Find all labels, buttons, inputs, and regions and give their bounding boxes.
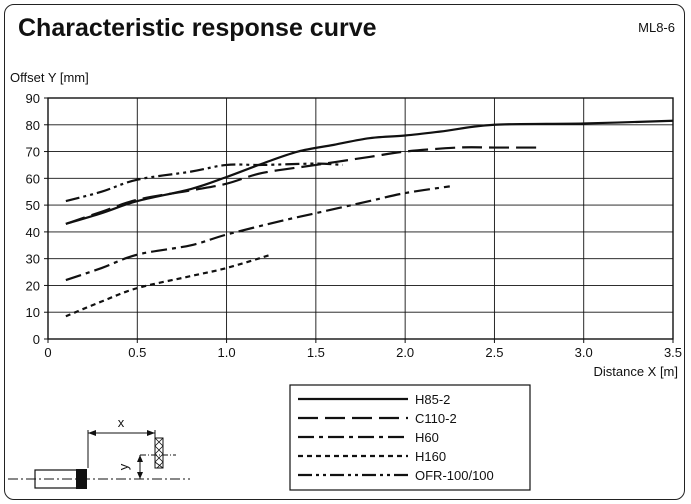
y-tick-label: 50 — [26, 198, 40, 213]
series-line-h85-2 — [65, 119, 674, 225]
x-tick-label: 1.0 — [218, 345, 236, 360]
product-code: ML8-6 — [638, 20, 675, 35]
series-line-h160 — [65, 253, 272, 318]
series-line-h60 — [65, 185, 450, 282]
x-tick-label: 3.5 — [664, 345, 682, 360]
y-tick-label: 30 — [26, 252, 40, 267]
y-tick-label: 90 — [26, 91, 40, 106]
datasheet-frame — [4, 4, 685, 500]
x-arrow-left — [88, 430, 96, 436]
chart-curves — [65, 119, 674, 318]
y-arrow-top — [137, 455, 143, 462]
x-tick-label: 1.5 — [307, 345, 325, 360]
legend-label: H85-2 — [415, 392, 450, 407]
legend-label: H160 — [415, 449, 446, 464]
chart-title: Characteristic response curve — [18, 14, 377, 42]
measurement-diagram: x y — [8, 415, 190, 489]
y-tick-label: 10 — [26, 305, 40, 320]
legend-label: C110-2 — [415, 411, 457, 426]
legend-label: OFR-100/100 — [415, 468, 494, 483]
reflector-hatch — [154, 437, 164, 469]
series-line-ofr-100-100 — [65, 162, 343, 203]
y-axis-label: Offset Y [mm] — [10, 70, 89, 85]
chart-tick-labels: 0 10 20 30 40 50 60 70 80 90 0 0.5 1.0 1.5 2.0 2.5 3.0 3.… — [26, 91, 683, 360]
y-tick-label: 40 — [26, 225, 40, 240]
series-line-c110-2 — [65, 146, 540, 225]
y-tick-label: 80 — [26, 118, 40, 133]
y-tick-label: 60 — [26, 171, 40, 186]
x-tick-label: 2.5 — [485, 345, 503, 360]
y-tick-label: 0 — [33, 332, 40, 347]
chart-legend: H85-2 C110-2 H60 H160 OFR-100/100 — [289, 384, 531, 491]
chart-grid — [44, 97, 674, 343]
legend-label: H60 — [415, 430, 439, 445]
y-dimension-label: y — [116, 463, 131, 470]
x-axis-label: Distance X [m] — [593, 364, 678, 379]
y-tick-label: 70 — [26, 145, 40, 160]
reflector — [154, 437, 164, 469]
y-tick-label: 20 — [26, 278, 40, 293]
x-dimension-label: x — [118, 415, 125, 430]
plot-area — [47, 97, 674, 340]
y-arrow-bottom — [137, 472, 143, 479]
x-arrow-right — [147, 430, 155, 436]
x-tick-label: 0.5 — [128, 345, 146, 360]
x-tick-label: 0 — [44, 345, 51, 360]
x-tick-label: 3.0 — [575, 345, 593, 360]
x-tick-label: 2.0 — [396, 345, 414, 360]
